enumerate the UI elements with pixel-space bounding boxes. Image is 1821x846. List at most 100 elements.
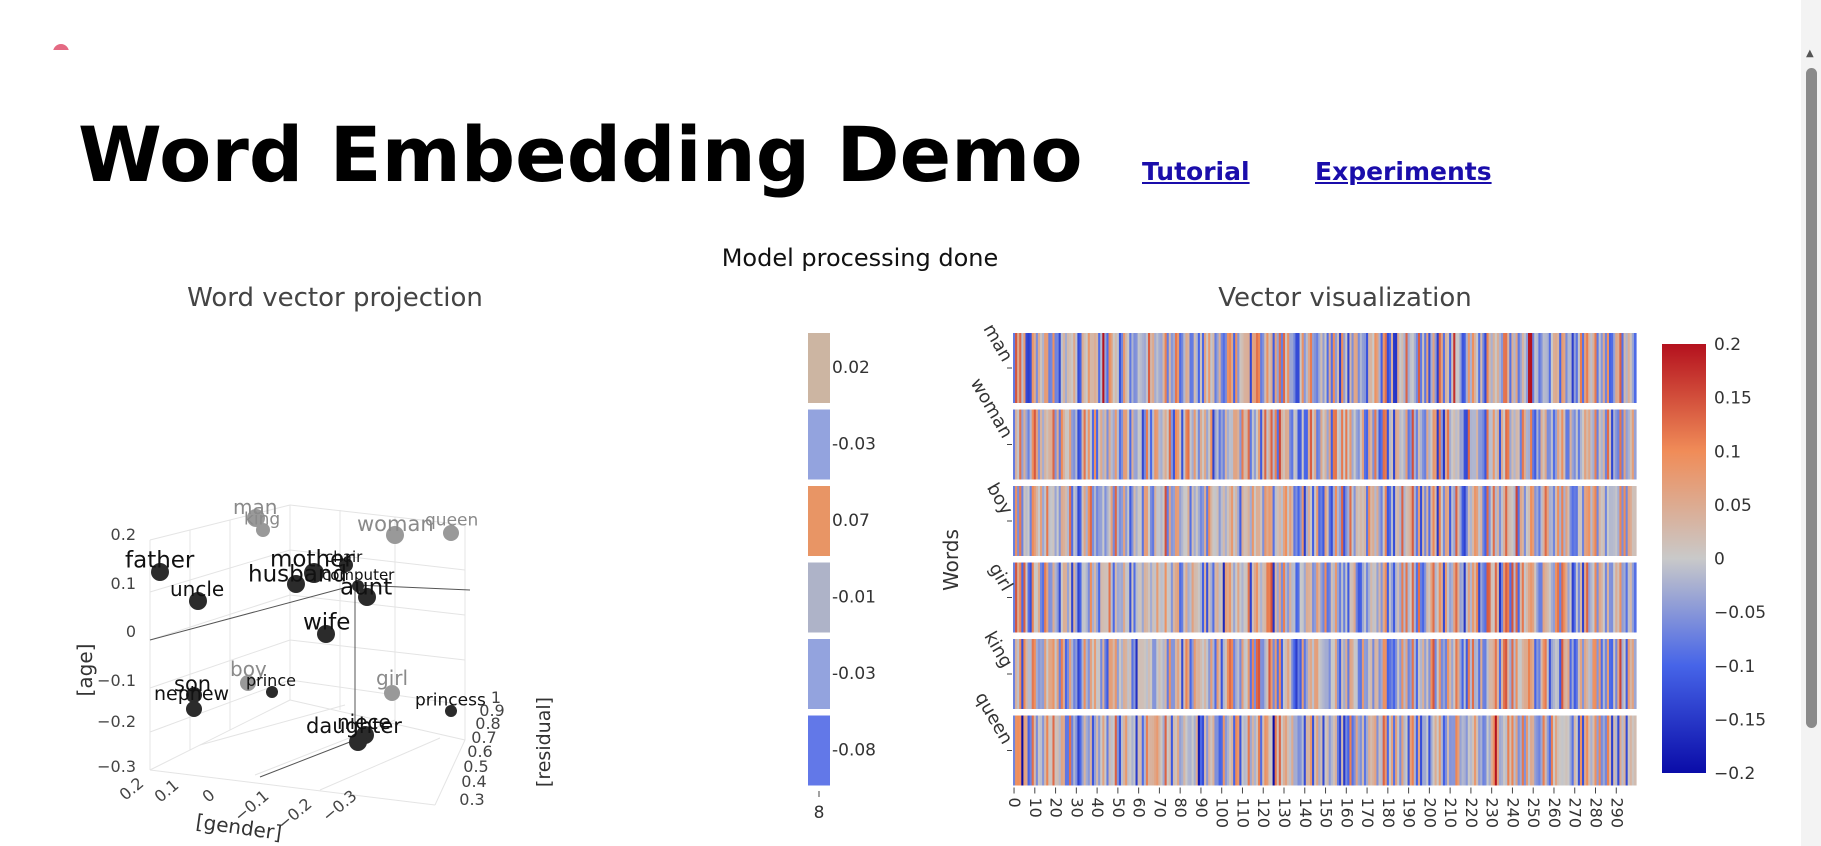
heatmap-cell [1611, 333, 1614, 403]
heatmap-cell [1243, 639, 1247, 709]
heatmap-cell [1293, 715, 1297, 786]
heatmap-cell [1588, 639, 1591, 709]
heatmap-cell [1625, 409, 1629, 480]
heatmap-cell [1035, 715, 1039, 786]
heatmap-cell [1633, 333, 1637, 403]
heatmap-cell [1019, 333, 1022, 403]
heatmap-cell [1501, 639, 1504, 709]
heatmap-cell [1569, 409, 1573, 480]
heatmap-cell [1563, 486, 1566, 556]
heatmap-cell [1075, 486, 1078, 556]
heatmap-cell [1071, 409, 1074, 480]
projection-point[interactable] [287, 575, 305, 593]
heatmap-cell [1243, 715, 1247, 786]
heatmap-cell [1301, 333, 1305, 403]
projection-point[interactable] [256, 523, 270, 537]
heatmap-row[interactable] [1013, 562, 1637, 633]
heatmap-cell [1428, 715, 1432, 786]
projection-point-label: father [125, 547, 195, 573]
heatmap-cell [1401, 715, 1405, 786]
heatmap-cell [1222, 333, 1226, 403]
projection-point[interactable] [349, 733, 367, 751]
heatmap-cell [1291, 486, 1294, 556]
heatmap-cell [1156, 715, 1159, 786]
heatmap-cell [1035, 409, 1039, 480]
scrollbar-thumb[interactable] [1806, 68, 1817, 728]
heatmap-row[interactable] [1013, 715, 1637, 786]
heatmap-cell [1399, 562, 1402, 633]
heatmap-cell [1195, 409, 1199, 480]
heatmap-cell [1328, 486, 1332, 556]
projection-point[interactable] [186, 687, 202, 703]
heatmap-cell [1052, 562, 1056, 633]
heatmap-cell [1478, 486, 1481, 556]
heatmap-cell [1611, 715, 1614, 786]
heatmap-cell [1066, 333, 1070, 403]
heatmap-cell [1503, 409, 1506, 480]
projection-point[interactable] [339, 558, 353, 572]
heatmap-cell [1251, 486, 1255, 556]
projection-point[interactable] [247, 509, 265, 527]
heatmap-cell [1145, 639, 1149, 709]
heatmap-cell [1405, 639, 1409, 709]
heatmap-cell [1282, 409, 1286, 480]
heatmap-x-tick-label: 160 [1337, 798, 1356, 829]
projection-point[interactable] [189, 592, 207, 610]
projection-point[interactable] [304, 563, 324, 583]
heatmap-cell [1185, 409, 1189, 480]
heatmap-cell [1262, 639, 1265, 709]
heatmap-cell [1363, 562, 1367, 633]
heatmap-cell [1530, 639, 1533, 709]
heatmap-cell [1239, 409, 1243, 480]
projection-point[interactable] [151, 563, 169, 581]
projection-point[interactable] [386, 526, 404, 544]
heatmap-cell [1262, 486, 1265, 556]
projection-point[interactable] [266, 686, 278, 698]
heatmap-cell [1264, 639, 1267, 709]
heatmap-cell [1042, 409, 1045, 480]
projection-point[interactable] [317, 625, 335, 643]
heatmap-row[interactable] [1013, 486, 1637, 556]
tutorial-link[interactable]: Tutorial [1142, 157, 1250, 186]
heatmap-cell [1208, 639, 1211, 709]
projection-point[interactable] [358, 588, 376, 606]
heatmap-cell [1366, 562, 1369, 633]
heatmap-cell [1066, 639, 1070, 709]
heatmap-cell [1189, 639, 1193, 709]
heatmap-cell [1150, 639, 1153, 709]
heatmap-cell [1430, 639, 1434, 709]
heatmap-cell [1615, 639, 1618, 709]
projection-point[interactable] [352, 580, 364, 592]
heatmap-cell [1044, 333, 1047, 403]
experiments-link[interactable]: Experiments [1315, 157, 1492, 186]
projection-point[interactable] [240, 675, 256, 691]
heatmap-row[interactable] [1013, 639, 1637, 709]
heatmap-cell [1224, 715, 1228, 786]
heatmap-cell [1278, 562, 1282, 633]
heatmap-cell [1083, 715, 1087, 786]
heatmap-row[interactable] [1013, 333, 1637, 403]
heatmap-cell [1160, 333, 1164, 403]
heatmap-cell [1226, 639, 1230, 709]
projection-point[interactable] [443, 525, 459, 541]
scroll-up-icon[interactable]: ▲ [1806, 48, 1814, 59]
heatmap-cell [1158, 409, 1162, 480]
heatmap-cell [1091, 715, 1095, 786]
heatmap-cell [1156, 486, 1159, 556]
heatmap-cell [1467, 715, 1471, 786]
projection-point[interactable] [186, 701, 202, 717]
heatmap-cell [1424, 409, 1427, 480]
heatmap-cell [1017, 639, 1020, 709]
heatmap-cell [1440, 333, 1444, 403]
heatmap-cell [1625, 639, 1629, 709]
heatmap-cell [1255, 562, 1259, 633]
heatmap-cell [1582, 333, 1585, 403]
heatmap-cell [1588, 715, 1591, 786]
projection-point[interactable] [445, 705, 457, 717]
heatmap-row[interactable] [1013, 409, 1637, 480]
heatmap-cell [1158, 639, 1162, 709]
heatmap-cell [1156, 639, 1159, 709]
projection-point[interactable] [384, 685, 400, 701]
